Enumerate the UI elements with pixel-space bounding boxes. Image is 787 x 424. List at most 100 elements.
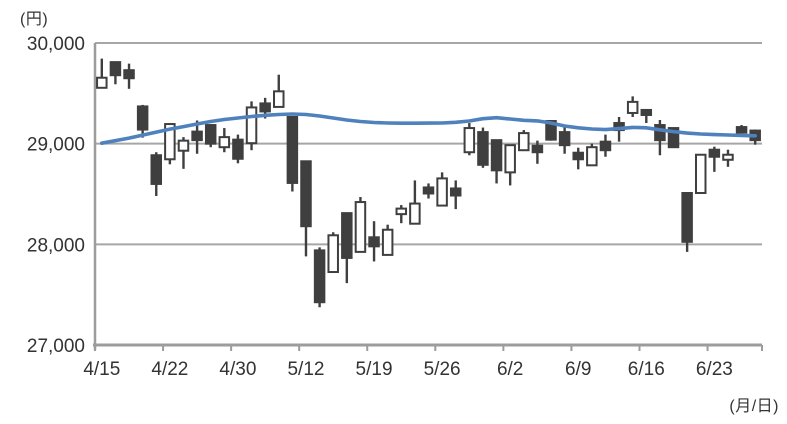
candle-body-down: [531, 144, 544, 154]
candle-body-up: [586, 146, 598, 167]
candle-body-up: [694, 153, 707, 194]
candle-4-26: [191, 120, 203, 154]
candle-body-up: [722, 153, 734, 161]
candle-6-23: [708, 146, 721, 172]
candle-body-down: [368, 236, 380, 248]
candle-body-down: [123, 69, 135, 80]
candle-body-down: [259, 102, 271, 113]
candle-5-6: [245, 101, 258, 151]
candle-6-22: [694, 153, 707, 194]
candle-body-up: [436, 177, 448, 207]
candle-body-down: [136, 105, 149, 131]
candle-body-up: [409, 202, 421, 225]
candle-5-19: [368, 221, 380, 262]
candle-body-up: [164, 123, 176, 161]
candle-6-21: [681, 191, 693, 252]
candle-5-17: [341, 212, 353, 284]
candle-body-up: [504, 144, 516, 174]
candle-body-up: [177, 139, 190, 152]
candle-body-down: [449, 187, 462, 197]
candle-6-1: [490, 139, 503, 184]
candle-body-up: [626, 100, 639, 114]
candle-5-21: [395, 205, 408, 224]
candle-body-down: [558, 131, 571, 147]
candle-body-down: [640, 108, 653, 116]
candle-body-down: [667, 127, 680, 149]
candle-6-8: [558, 125, 571, 154]
candle-6-2: [504, 144, 516, 186]
x-axis-tick-label-5-26: 5/26: [424, 359, 461, 380]
candle-5-27: [449, 180, 462, 210]
y-axis-label-30000: 30,000: [27, 34, 85, 55]
candle-body-down: [313, 249, 326, 304]
candle-5-11: [286, 115, 299, 192]
candle-6-24: [722, 149, 734, 167]
candle-body-down: [422, 186, 435, 195]
candle-5-14: [327, 232, 339, 274]
x-axis-tick-label-4-30: 4/30: [219, 359, 256, 380]
candle-4-28: [218, 128, 231, 153]
candle-6-9: [572, 147, 584, 170]
candle-6-16: [640, 108, 653, 124]
x-axis-unit-label: (月/日): [729, 398, 779, 415]
candle-body-down: [204, 124, 217, 145]
candle-5-31: [477, 127, 489, 168]
candle-4-15: [96, 58, 108, 89]
candle-4-27: [204, 124, 217, 148]
candle-body-down: [286, 115, 299, 184]
y-axis-label-29000: 29,000: [27, 135, 85, 156]
candle-body-down: [300, 160, 312, 228]
candle-6-25: [735, 125, 748, 134]
candle-5-26: [436, 172, 448, 207]
candle-body-up: [273, 90, 285, 108]
candle-5-20: [381, 224, 394, 256]
candle-4-19: [123, 63, 135, 89]
x-axis-tick-label-4-22: 4/22: [151, 359, 188, 380]
candle-body-up: [463, 127, 476, 154]
candle-5-10: [273, 74, 285, 108]
candle-4-20: [136, 104, 149, 138]
y-axis-unit-label: (円): [20, 11, 49, 28]
candle-body-down: [654, 124, 666, 142]
candle-5-24: [409, 180, 421, 225]
moving-average-line: [100, 112, 758, 145]
candle-body-down: [490, 139, 503, 172]
x-axis-tick-label-6-23: 6/23: [696, 359, 733, 380]
candle-4-21: [150, 152, 163, 197]
candle-body-up: [327, 234, 339, 274]
candle-body-down: [109, 61, 122, 77]
candle-body-down: [191, 130, 203, 142]
candle-body-down: [681, 191, 693, 243]
y-axis-label-27000: 27,000: [27, 336, 85, 357]
candle-body-up: [96, 76, 108, 89]
candle-body-up: [245, 106, 258, 145]
candle-6-17: [654, 120, 666, 156]
candle-body-down: [599, 140, 612, 152]
candle-4-16: [109, 61, 122, 85]
candle-body-down: [708, 148, 721, 158]
candle-5-25: [422, 183, 435, 199]
candle-5-28: [463, 123, 476, 156]
candle-body-up: [218, 136, 231, 149]
candle-body-down: [477, 131, 489, 166]
candle-6-3: [518, 130, 530, 152]
candle-body-down: [572, 151, 584, 161]
x-axis-tick-label-5-19: 5/19: [356, 359, 393, 380]
x-axis-tick-label-6-16: 6/16: [628, 359, 665, 380]
candle-6-11: [599, 134, 612, 157]
candle-4-30: [232, 134, 244, 164]
candle-body-down: [150, 154, 163, 185]
candle-6-4: [531, 140, 544, 164]
candle-4-23: [177, 137, 190, 169]
candle-body-down: [545, 120, 557, 141]
candle-body-up: [354, 201, 367, 253]
candle-body-down: [232, 138, 244, 160]
candle-body-down: [735, 126, 748, 134]
y-axis-label-28000: 28,000: [27, 235, 85, 256]
candle-5-18: [354, 197, 367, 253]
candle-body-up: [381, 228, 394, 256]
candle-6-10: [586, 143, 598, 167]
candle-6-15: [626, 96, 639, 117]
